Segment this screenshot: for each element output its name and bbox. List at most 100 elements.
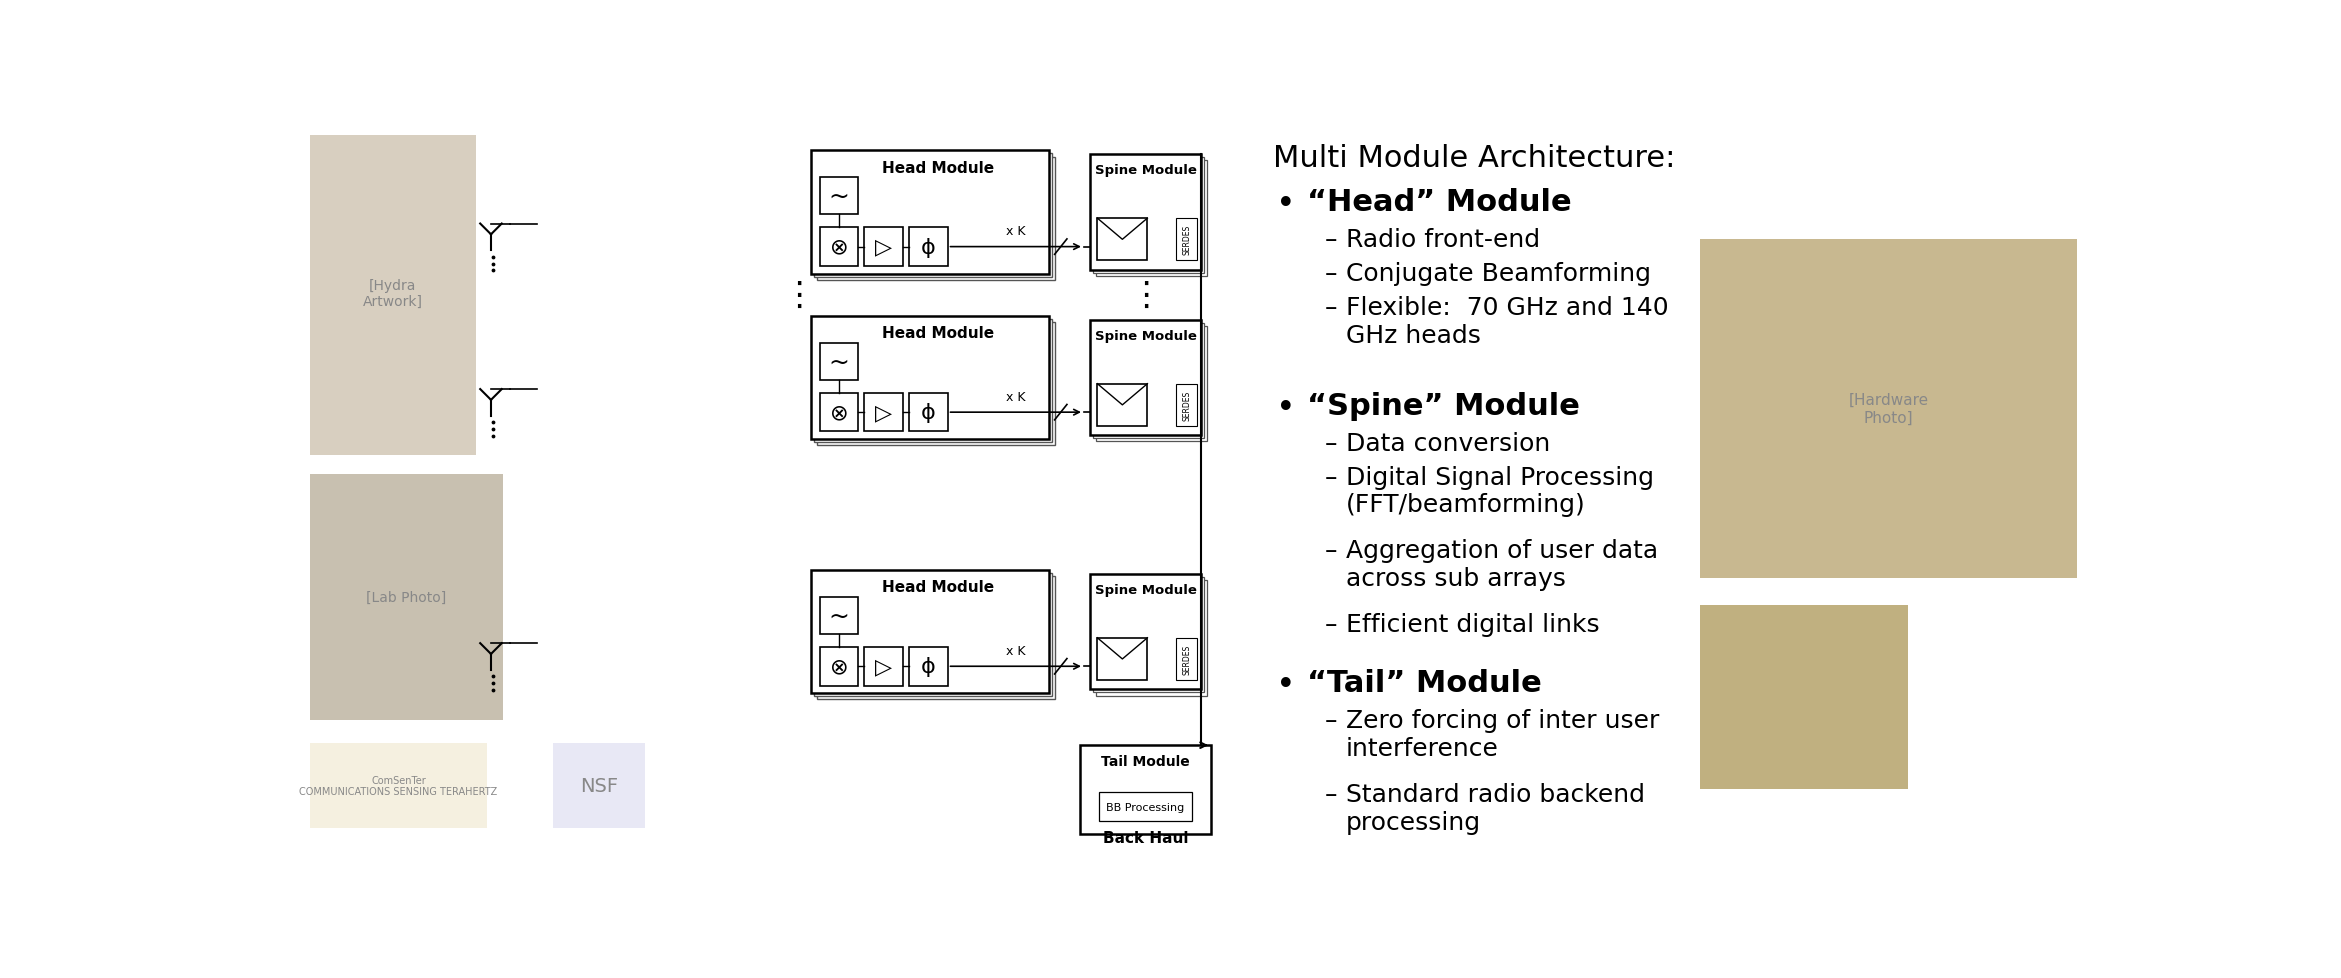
Text: Head Module: Head Module — [883, 160, 993, 175]
Text: •: • — [1276, 668, 1297, 701]
Bar — [911, 231, 950, 269]
Text: ~: ~ — [829, 604, 850, 628]
Text: SERDES: SERDES — [1182, 225, 1192, 255]
Text: ⊗: ⊗ — [829, 403, 847, 422]
Text: Flexible:  70 GHz and 140
GHz heads: Flexible: 70 GHz and 140 GHz heads — [1346, 295, 1669, 347]
Bar — [309, 136, 475, 455]
Bar — [908, 647, 948, 686]
Text: ϕ: ϕ — [920, 403, 936, 422]
Bar — [817, 157, 1056, 281]
Bar — [869, 233, 908, 271]
Text: Spine Module: Spine Module — [1096, 584, 1196, 597]
Text: x K: x K — [1007, 390, 1025, 404]
Bar — [908, 393, 948, 432]
Bar — [866, 231, 906, 269]
Text: SERDES: SERDES — [1182, 390, 1192, 421]
Text: Data conversion: Data conversion — [1346, 431, 1550, 455]
Bar — [822, 649, 861, 689]
Text: “Tail” Module: “Tail” Module — [1306, 668, 1543, 697]
Bar — [815, 155, 1053, 278]
Bar — [817, 577, 1056, 699]
Text: ▷: ▷ — [876, 656, 892, 677]
Bar — [819, 178, 859, 215]
Bar — [822, 396, 861, 434]
Bar — [866, 649, 906, 689]
Bar — [1089, 321, 1201, 436]
Bar — [1089, 574, 1201, 689]
Text: Spine Module: Spine Module — [1096, 164, 1196, 177]
Text: ⋮: ⋮ — [1128, 279, 1161, 312]
Text: Multi Module Architecture:: Multi Module Architecture: — [1274, 144, 1674, 172]
Text: ϕ: ϕ — [920, 238, 936, 257]
Text: •: • — [1276, 391, 1297, 424]
Text: ⊗: ⊗ — [829, 656, 847, 677]
Text: –: – — [1325, 262, 1337, 286]
Text: NSF: NSF — [581, 777, 618, 795]
Bar — [913, 233, 953, 271]
Bar — [309, 474, 503, 721]
Bar — [1098, 638, 1147, 681]
Bar — [815, 573, 1053, 696]
Bar — [819, 598, 859, 635]
Text: x K: x K — [1007, 645, 1025, 657]
Bar — [824, 398, 864, 436]
Bar — [309, 743, 487, 828]
Text: Digital Signal Processing
(FFT/beamforming): Digital Signal Processing (FFT/beamformi… — [1346, 466, 1653, 516]
Bar — [552, 743, 646, 828]
Text: Zero forcing of inter user
interference: Zero forcing of inter user interference — [1346, 708, 1660, 760]
Bar — [1100, 792, 1192, 822]
Bar — [1096, 327, 1208, 442]
Bar — [819, 647, 859, 686]
Bar — [817, 323, 1056, 446]
Text: ~: ~ — [829, 350, 850, 375]
Text: Conjugate Beamforming: Conjugate Beamforming — [1346, 262, 1650, 286]
Bar — [864, 228, 904, 267]
Text: –: – — [1325, 228, 1337, 252]
Text: ComSenTer
COMMUNICATIONS SENSING TERAHERTZ: ComSenTer COMMUNICATIONS SENSING TERAHER… — [300, 775, 499, 797]
Text: Aggregation of user data
across sub arrays: Aggregation of user data across sub arra… — [1346, 539, 1657, 591]
Text: x K: x K — [1007, 225, 1025, 238]
Text: •: • — [1276, 188, 1297, 221]
Text: –: – — [1325, 466, 1337, 489]
Text: Head Module: Head Module — [883, 326, 993, 340]
Bar — [1093, 577, 1203, 692]
Text: SERDES: SERDES — [1182, 645, 1192, 675]
Bar — [822, 231, 861, 269]
Text: Standard radio backend
processing: Standard radio backend processing — [1346, 782, 1646, 833]
Bar — [810, 570, 1049, 693]
Text: –: – — [1325, 539, 1337, 563]
Bar — [1096, 580, 1208, 695]
Bar — [1093, 158, 1203, 274]
Text: Spine Module: Spine Module — [1096, 330, 1196, 342]
Bar — [824, 652, 864, 690]
Bar — [1175, 638, 1199, 681]
Text: –: – — [1325, 613, 1337, 637]
Text: [Lab Photo]: [Lab Photo] — [365, 591, 447, 604]
Bar — [810, 317, 1049, 440]
Bar — [1096, 161, 1208, 277]
Bar — [819, 343, 859, 380]
Text: ▷: ▷ — [876, 403, 892, 422]
Text: ⊗: ⊗ — [829, 238, 847, 257]
Bar — [810, 152, 1049, 274]
Bar — [869, 398, 908, 436]
Bar — [908, 228, 948, 267]
Text: ϕ: ϕ — [920, 656, 936, 677]
Bar — [815, 320, 1053, 443]
Text: [Hardware
Photo]: [Hardware Photo] — [1849, 393, 1929, 425]
Bar — [1093, 324, 1203, 439]
Bar — [1175, 219, 1199, 261]
Text: [Hydra
Artwork]: [Hydra Artwork] — [363, 279, 421, 309]
Text: “Head” Module: “Head” Module — [1306, 188, 1571, 217]
Bar — [913, 652, 953, 690]
Text: Efficient digital links: Efficient digital links — [1346, 613, 1599, 637]
Text: Tail Module: Tail Module — [1100, 755, 1189, 769]
Text: Radio front-end: Radio front-end — [1346, 228, 1540, 252]
Text: ▷: ▷ — [876, 238, 892, 257]
Bar — [819, 228, 859, 267]
Text: ~: ~ — [829, 185, 850, 208]
Bar — [864, 393, 904, 432]
Bar — [869, 652, 908, 690]
Bar — [1700, 605, 1908, 789]
Bar — [1098, 219, 1147, 261]
